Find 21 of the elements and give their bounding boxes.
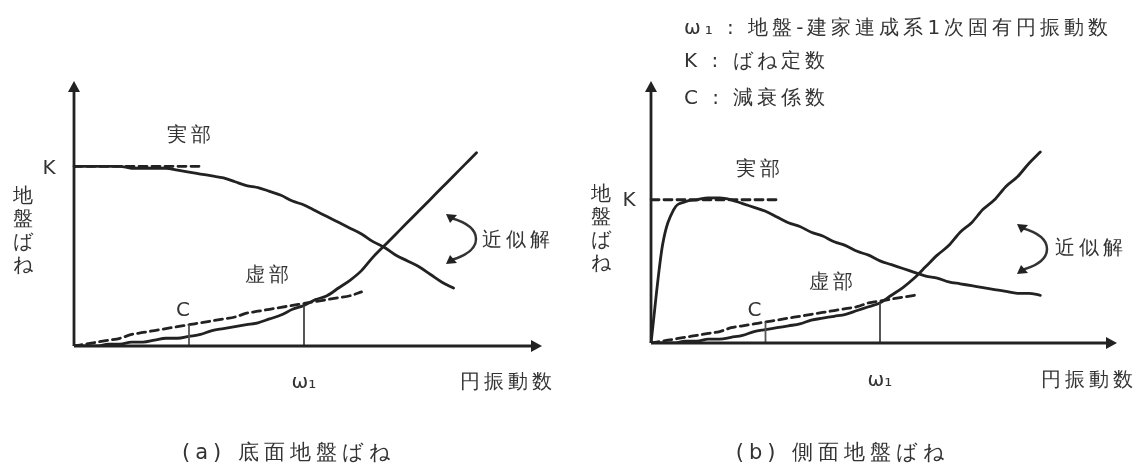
y-axis-title: 地盤ばね [590, 181, 612, 274]
text: K : ばね定数 [684, 48, 829, 72]
series-label: C [176, 296, 194, 321]
series-label: 実部 [736, 156, 785, 181]
series-label: 虚部 [244, 261, 293, 286]
annotation: 近似解 [482, 227, 554, 251]
series-label: C [747, 296, 766, 321]
text: ω₁ : 地盤-建家連成系1次固有円振動数 [684, 15, 1113, 39]
text: (a) 底面地盤ばね [182, 440, 396, 465]
text: ω₁ [867, 367, 893, 391]
text: ω₁ [291, 369, 317, 393]
y-axis-title: 地盤ばね [12, 183, 34, 276]
text: C : 減衰係数 [684, 85, 830, 109]
x-axis-title: 円振動数 [460, 369, 556, 393]
series-label: K [42, 155, 60, 180]
series-label: 実部 [167, 122, 215, 147]
series-label: 虚部 [809, 269, 858, 294]
annotation: 近似解 [1055, 235, 1127, 259]
series-label: K [622, 186, 640, 211]
x-axis-title: 円振動数 [1041, 367, 1137, 391]
text: (b) 側面地盤ばね [735, 440, 951, 465]
